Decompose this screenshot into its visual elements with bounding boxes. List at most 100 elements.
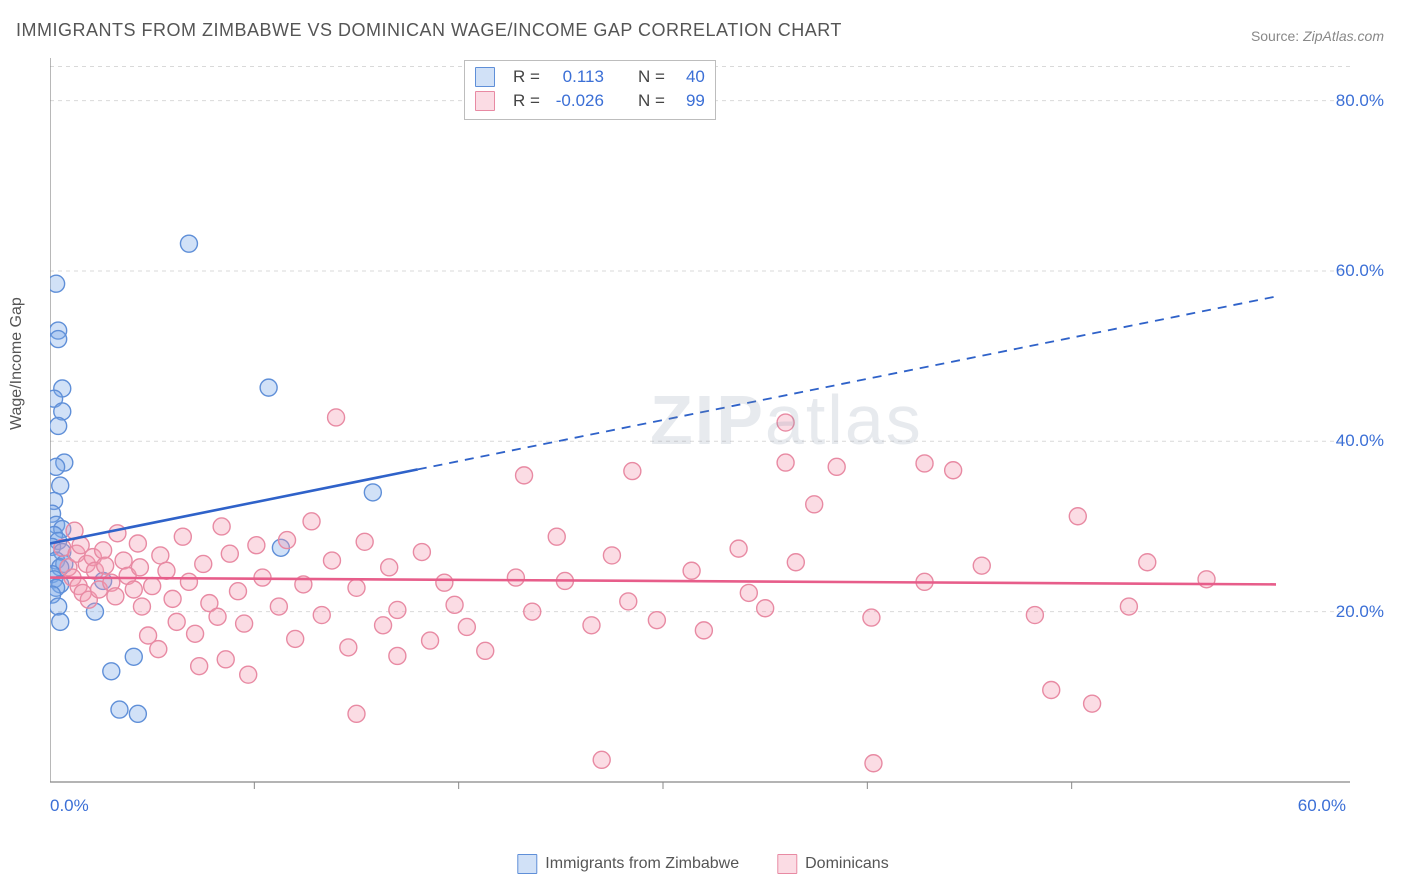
data-point-dominicans — [191, 658, 208, 675]
data-point-zimbabwe — [180, 235, 197, 252]
data-point-dominicans — [548, 528, 565, 545]
data-point-dominicans — [133, 598, 150, 615]
data-point-dominicans — [1043, 682, 1060, 699]
data-point-dominicans — [624, 463, 641, 480]
data-point-dominicans — [787, 554, 804, 571]
data-point-dominicans — [217, 651, 234, 668]
data-point-dominicans — [152, 547, 169, 564]
data-point-dominicans — [158, 562, 175, 579]
data-point-dominicans — [1120, 598, 1137, 615]
data-point-dominicans — [150, 641, 167, 658]
data-point-dominicans — [195, 555, 212, 572]
stats-row-zimbabwe: R = 0.113 N = 40 — [475, 65, 705, 89]
data-point-zimbabwe — [50, 598, 67, 615]
data-point-dominicans — [806, 496, 823, 513]
data-point-dominicans — [865, 755, 882, 772]
data-point-dominicans — [287, 630, 304, 647]
data-point-dominicans — [348, 579, 365, 596]
data-point-dominicans — [109, 525, 126, 542]
data-point-dominicans — [1069, 508, 1086, 525]
data-point-dominicans — [422, 632, 439, 649]
data-point-dominicans — [863, 609, 880, 626]
data-point-dominicans — [144, 578, 161, 595]
data-point-dominicans — [777, 414, 794, 431]
data-point-dominicans — [593, 751, 610, 768]
data-point-dominicans — [323, 552, 340, 569]
data-point-dominicans — [477, 642, 494, 659]
data-point-dominicans — [507, 569, 524, 586]
bottom-legend: Immigrants from Zimbabwe Dominicans — [517, 854, 888, 874]
data-point-dominicans — [945, 462, 962, 479]
data-point-zimbabwe — [129, 705, 146, 722]
data-point-dominicans — [620, 593, 637, 610]
data-point-dominicans — [97, 557, 114, 574]
source-label: Source: — [1251, 28, 1299, 44]
stat-n-label: N = — [638, 65, 665, 89]
data-point-dominicans — [180, 573, 197, 590]
data-point-dominicans — [115, 552, 132, 569]
legend-item-dominicans: Dominicans — [777, 854, 889, 874]
legend-label-dominicans: Dominicans — [805, 855, 889, 872]
y-tick-label: 80.0% — [1336, 91, 1384, 111]
scatter-plot — [50, 58, 1350, 828]
data-point-dominicans — [1084, 695, 1101, 712]
data-point-dominicans — [683, 562, 700, 579]
data-point-dominicans — [107, 588, 124, 605]
stat-r-value: -0.026 — [550, 89, 604, 113]
y-tick-label: 40.0% — [1336, 431, 1384, 451]
data-point-dominicans — [174, 528, 191, 545]
data-point-dominicans — [828, 458, 845, 475]
data-point-dominicans — [221, 545, 238, 562]
data-point-dominicans — [381, 559, 398, 576]
data-point-dominicans — [436, 574, 453, 591]
data-point-dominicans — [740, 584, 757, 601]
data-point-dominicans — [973, 557, 990, 574]
data-point-dominicans — [229, 583, 246, 600]
data-point-dominicans — [313, 607, 330, 624]
source-attribution: Source: ZipAtlas.com — [1251, 28, 1384, 44]
x-tick-label: 60.0% — [1298, 796, 1346, 894]
data-point-dominicans — [757, 600, 774, 617]
trendline-zimbabwe — [50, 469, 418, 543]
data-point-dominicans — [303, 513, 320, 530]
data-point-dominicans — [389, 601, 406, 618]
data-point-dominicans — [340, 639, 357, 656]
data-point-dominicans — [125, 581, 142, 598]
data-point-zimbabwe — [50, 417, 67, 434]
data-point-dominicans — [1139, 554, 1156, 571]
legend-swatch-dominicans — [777, 854, 797, 874]
legend-swatch-zimbabwe — [517, 854, 537, 874]
data-point-zimbabwe — [103, 663, 120, 680]
chart-title: IMMIGRANTS FROM ZIMBABWE VS DOMINICAN WA… — [16, 20, 842, 41]
data-point-dominicans — [270, 598, 287, 615]
data-point-dominicans — [524, 603, 541, 620]
y-tick-label: 20.0% — [1336, 602, 1384, 622]
stat-r-label: R = — [513, 65, 540, 89]
data-point-dominicans — [356, 533, 373, 550]
data-point-dominicans — [516, 467, 533, 484]
stat-r-value: 0.113 — [550, 65, 604, 89]
data-point-dominicans — [648, 612, 665, 629]
stats-row-dominicans: R =-0.026N =99 — [475, 89, 705, 113]
data-point-dominicans — [695, 622, 712, 639]
data-point-zimbabwe — [260, 379, 277, 396]
data-point-dominicans — [730, 540, 747, 557]
data-point-zimbabwe — [50, 458, 65, 475]
data-point-dominicans — [446, 596, 463, 613]
y-tick-label: 60.0% — [1336, 261, 1384, 281]
data-point-dominicans — [236, 615, 253, 632]
data-point-dominicans — [279, 532, 296, 549]
data-point-zimbabwe — [52, 613, 69, 630]
legend-label-zimbabwe: Immigrants from Zimbabwe — [545, 855, 739, 872]
data-point-dominicans — [777, 454, 794, 471]
data-point-dominicans — [328, 409, 345, 426]
correlation-stats-box: R =0.113N =40R =-0.026N =99 — [464, 60, 716, 120]
stat-r-label: R = — [513, 89, 540, 113]
data-point-zimbabwe — [50, 275, 65, 292]
source-value: ZipAtlas.com — [1303, 28, 1384, 44]
data-point-dominicans — [375, 617, 392, 634]
data-point-dominicans — [129, 535, 146, 552]
data-point-dominicans — [1026, 607, 1043, 624]
stat-n-value: 40 — [675, 65, 705, 89]
data-point-dominicans — [248, 537, 265, 554]
